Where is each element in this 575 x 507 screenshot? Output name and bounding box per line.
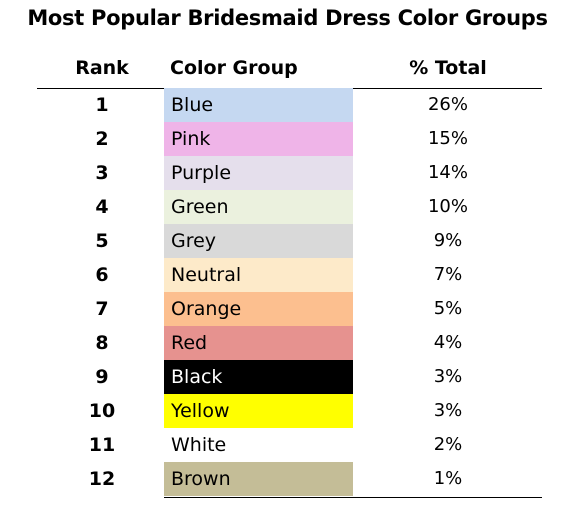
rank-cell: 1 — [95, 94, 109, 116]
color-group-cell: Grey — [164, 224, 353, 258]
rank-cell: 2 — [95, 128, 109, 150]
table-row: 3 Purple 14% — [0, 156, 575, 190]
percent-total-cell: 3% — [433, 366, 463, 387]
color-group-cell: Blue — [164, 88, 353, 122]
table-row: 9 Black 3% — [0, 360, 575, 394]
color-group-cell: Red — [164, 326, 353, 360]
color-group-cell: Green — [164, 190, 353, 224]
table-row: 6 Neutral 7% — [0, 258, 575, 292]
rank-cell: 12 — [88, 468, 116, 490]
table-row: 10 Yellow 3% — [0, 394, 575, 428]
percent-total-cell: 1% — [433, 468, 463, 489]
color-group-cell: Brown — [164, 462, 353, 496]
table-row: 12 Brown 1% — [0, 462, 575, 496]
percent-total-cell: 3% — [433, 400, 463, 421]
color-group-cell: Pink — [164, 122, 353, 156]
column-header-rank: Rank — [75, 57, 129, 79]
table-row: 7 Orange 5% — [0, 292, 575, 326]
percent-total-cell: 2% — [433, 434, 463, 455]
percent-total-cell: 26% — [427, 94, 468, 115]
rank-cell: 6 — [95, 264, 109, 286]
percent-total-cell: 14% — [427, 162, 468, 183]
rank-cell: 7 — [95, 298, 109, 320]
percent-total-cell: 7% — [433, 264, 463, 285]
color-group-cell: Orange — [164, 292, 353, 326]
column-header-color-group: Color Group — [170, 57, 298, 79]
table-row: 5 Grey 9% — [0, 224, 575, 258]
bottom-rule — [164, 497, 542, 498]
column-header-percent-total: % Total — [409, 57, 487, 79]
rank-cell: 5 — [95, 230, 109, 252]
table-row: 8 Red 4% — [0, 326, 575, 360]
chart-title: Most Popular Bridesmaid Dress Color Grou… — [27, 6, 548, 30]
color-group-cell: Black — [164, 360, 353, 394]
percent-total-cell: 15% — [427, 128, 468, 149]
rank-cell: 9 — [95, 366, 109, 388]
rank-cell: 11 — [88, 434, 116, 456]
rank-cell: 4 — [95, 196, 109, 218]
percent-total-cell: 10% — [427, 196, 468, 217]
rank-cell: 10 — [88, 400, 116, 422]
table-row: 2 Pink 15% — [0, 122, 575, 156]
color-group-cell: Neutral — [164, 258, 353, 292]
percent-total-cell: 9% — [433, 230, 463, 251]
table-row: 4 Green 10% — [0, 190, 575, 224]
percent-total-cell: 5% — [433, 298, 463, 319]
table-row: 11 White 2% — [0, 428, 575, 462]
table-row: 1 Blue 26% — [0, 88, 575, 122]
color-group-cell: White — [164, 428, 353, 462]
rank-cell: 3 — [95, 162, 109, 184]
rank-cell: 8 — [95, 332, 109, 354]
percent-total-cell: 4% — [433, 332, 463, 353]
color-group-cell: Purple — [164, 156, 353, 190]
color-group-cell: Yellow — [164, 394, 353, 428]
